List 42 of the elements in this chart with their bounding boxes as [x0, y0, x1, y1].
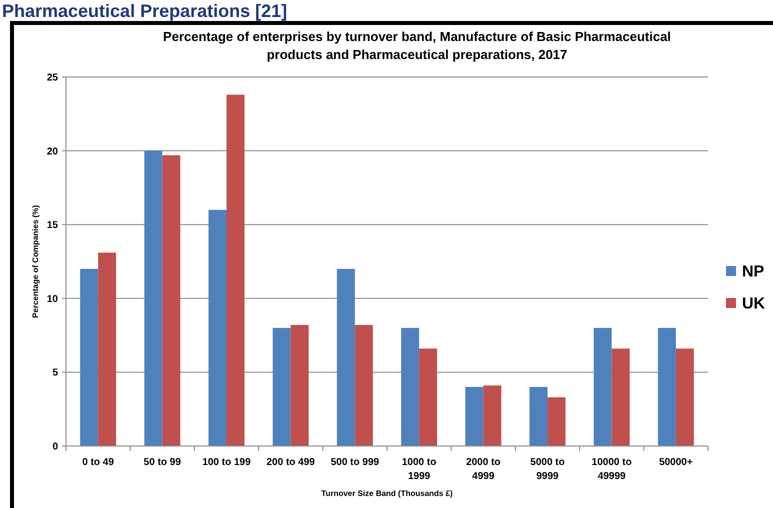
bar — [401, 328, 420, 446]
bar — [272, 328, 291, 446]
bar — [80, 268, 98, 446]
y-tick-label: 15 — [46, 220, 58, 232]
bar — [612, 348, 630, 446]
bar — [658, 328, 676, 446]
bar — [336, 268, 355, 446]
bar — [208, 210, 226, 446]
x-tick-label: 5000 to 9999 — [530, 457, 565, 482]
bar — [98, 252, 116, 446]
x-tick-label: 10000 to 49999 — [592, 457, 632, 482]
x-tick-label: 0 to 49 — [82, 457, 114, 468]
x-axis-title: Turnover Size Band (Thousands £) — [321, 489, 454, 498]
x-tick-label: 500 to 999 — [330, 457, 380, 468]
x-tick-label: 50000+ — [659, 457, 693, 468]
y-tick-label: 0 — [52, 442, 58, 452]
x-tick-label: 200 to 499 — [266, 457, 316, 468]
bar — [676, 348, 694, 446]
x-tick-label: 1000 to 1999 — [402, 457, 436, 482]
bar — [594, 328, 612, 446]
bar — [548, 397, 566, 446]
bar — [144, 150, 162, 446]
y-tick-label: 25 — [46, 72, 58, 84]
x-tick-label: 2000 to 4999 — [466, 457, 501, 482]
legend-label: NP — [742, 264, 765, 281]
legend-label: UK — [742, 296, 766, 313]
y-axis-title: Percentage of Companies (%) — [31, 204, 40, 318]
y-tick-label: 20 — [46, 146, 58, 158]
bar — [419, 348, 438, 446]
text: Pharmaceutical Preparations [21] — [2, 1, 288, 21]
x-tick-label: 50 to 99 — [144, 457, 182, 468]
chart-title: Percentage of enterprises by turnover band, Manufacture of Basic Pharmaceutical products and Pharmaceutical preparations, 2017 — [163, 29, 671, 62]
bar — [354, 324, 373, 446]
bar — [162, 155, 180, 446]
bar — [226, 94, 244, 446]
bar — [465, 386, 484, 446]
bar — [530, 386, 548, 446]
bar — [483, 385, 502, 446]
x-tick-label: 100 to 199 — [202, 457, 252, 468]
bar — [290, 324, 309, 446]
y-tick-label: 5 — [52, 368, 58, 379]
y-tick-label: 10 — [46, 294, 58, 305]
